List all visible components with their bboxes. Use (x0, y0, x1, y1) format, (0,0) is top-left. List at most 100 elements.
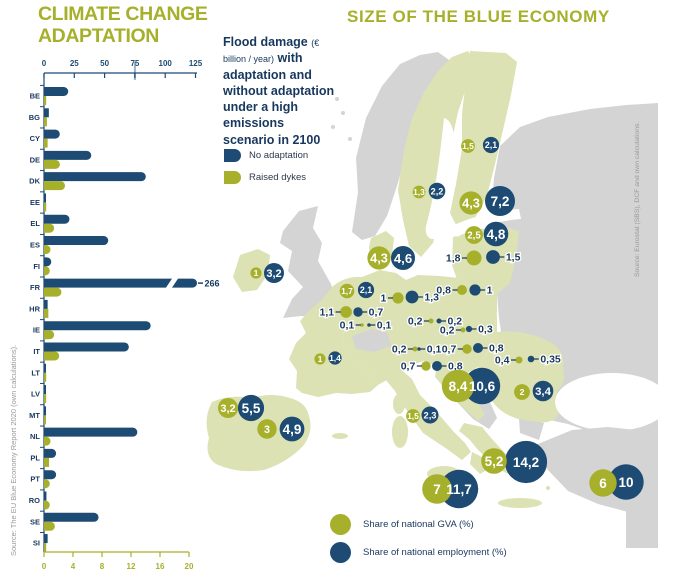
bar-NL-raised-dykes (44, 436, 51, 446)
top-axis-tick-label: 0 (42, 59, 47, 68)
bubble-RO-gva (515, 356, 523, 364)
bubble-label-EE-gva: 4,3 (462, 196, 480, 211)
bubble-AT-gva (412, 346, 418, 352)
bar-FI-raised-dykes (44, 266, 50, 276)
bubble-label-DK-gva: 4,3 (370, 251, 388, 266)
map-region-uk (280, 206, 339, 318)
bubble-pair-LV: 2,5 4,8 (465, 221, 509, 247)
bubble-RO-employment (527, 355, 535, 363)
map-region-crete (498, 498, 542, 508)
bar-BE-raised-dykes (44, 96, 47, 105)
country-label-LV: LV (31, 390, 40, 399)
map-region-switzerland (352, 329, 391, 352)
bubble-pair-NL: 1,7 2,1 (339, 281, 375, 299)
bar-IT-raised-dykes (44, 351, 60, 361)
top-axis-tick-label: 25 (70, 59, 79, 68)
bubble-pair-LT: 1,8 1,5 (445, 250, 522, 266)
map-title: SIZE OF THE BLUE ECONOMY (347, 7, 610, 26)
map-region-sweden (398, 51, 474, 257)
bubble-label-CY-gva: 6 (599, 476, 607, 491)
bar-row-IE: IE (33, 321, 151, 340)
bar-BG-no-adaptation (44, 108, 49, 118)
bubble-HU-employment (473, 343, 483, 353)
map-region-finland (450, 51, 517, 229)
map-legend-item-gva: Share of national GVA (%) (330, 514, 507, 535)
bar-DK-raised-dykes (44, 181, 66, 191)
country-label-PT: PT (30, 475, 40, 484)
top-axis-tick-label: 125 (189, 59, 203, 68)
map-legend-item-employment: Share of national employment (%) (330, 542, 507, 563)
bubble-label-EL-employment: 14,2 (513, 455, 539, 470)
no-adaptation-swatch-icon (224, 149, 241, 162)
map-islet (331, 125, 335, 129)
bubble-LU-gva (360, 323, 364, 327)
bubble-EE-gva (459, 191, 483, 215)
bubble-label-FR-employment: 1,4 (329, 353, 341, 363)
bubble-label-DE-employment: 1,3 (424, 292, 439, 304)
bubble-BG-employment (532, 380, 554, 402)
bottom-axis-tick-label: 8 (100, 562, 105, 571)
map-legend: Share of national GVA (%) Share of natio… (330, 514, 507, 570)
country-label-ES: ES (30, 241, 40, 250)
bubble-label-HU-gva: 0,7 (442, 344, 457, 356)
country-label-SI: SI (33, 539, 40, 548)
country-label-BG: BG (29, 113, 40, 122)
bubble-MT-gva (422, 474, 452, 504)
raised-dykes-swatch-icon (224, 171, 241, 184)
bar-DK-no-adaptation (44, 172, 146, 182)
country-label-IT: IT (33, 347, 40, 356)
bubble-label-LV-employment: 4,8 (487, 227, 506, 242)
bubble-label-ES-gva: 3 (264, 424, 270, 436)
map-islet (335, 97, 339, 101)
bubble-SK-gva (460, 327, 466, 333)
bubble-SE-gva (412, 185, 426, 199)
bubble-LT-gva (466, 250, 482, 266)
country-label-SE: SE (30, 517, 40, 526)
bubble-pair-EL: 5,2 14,2 (481, 440, 548, 484)
map-region-france (289, 288, 378, 397)
map-region-central-europe (331, 270, 497, 385)
bar-row-BG: BG (29, 108, 49, 127)
bar-MT-raised-dykes (44, 415, 46, 425)
bubble-label-LT-gva: 1,8 (446, 253, 461, 265)
bubble-pair-IE: 1 3,2 (250, 263, 284, 283)
bar-DE-no-adaptation (44, 150, 92, 160)
bar-ES-no-adaptation (44, 236, 109, 246)
bubble-label-PL-employment: 1 (487, 285, 493, 297)
axis-break-slash (165, 277, 179, 290)
bubble-label-LT-employment: 1,5 (506, 252, 521, 264)
left-chart-title-line1: CLIMATE CHANGE (38, 3, 208, 25)
bubble-SI-gva (421, 361, 431, 371)
bar-FR-raised-dykes (44, 287, 62, 297)
bar-row-HR: HR (29, 299, 49, 318)
country-label-CY: CY (30, 134, 40, 143)
bubble-FI-employment (482, 136, 500, 154)
bar-PT-no-adaptation (44, 470, 57, 480)
bubble-pair-DK: 4,3 4,6 (367, 246, 415, 270)
bubble-EE-employment (485, 186, 515, 216)
bubble-HU-gva (462, 344, 472, 354)
bubble-CY-gva (589, 469, 617, 497)
bubble-LV-employment (483, 221, 509, 247)
bubble-FR-employment (328, 351, 342, 365)
bar-NL-no-adaptation (44, 427, 138, 437)
bubble-label-BE-gva: 1,1 (320, 307, 335, 319)
bubble-EL-gva (481, 448, 507, 474)
bubble-label-DE-gva: 1 (381, 293, 387, 305)
bubble-pair-MT: 7 11,7 (422, 469, 479, 509)
bubble-BG-gva (514, 384, 530, 400)
bubble-label-LU-employment: 0,1 (377, 320, 392, 332)
bar-SE-no-adaptation (44, 512, 99, 522)
map-region-balearics (332, 433, 348, 439)
bar-row-EE: EE (30, 193, 47, 212)
flood-note: Flood damage (€ billion / year) with ada… (223, 34, 337, 148)
bar-RO-no-adaptation (44, 491, 47, 501)
country-label-RO: RO (29, 496, 40, 505)
gva-label: Share of national GVA (%) (363, 519, 474, 530)
bubble-pair-ES: 3 4,9 (257, 416, 305, 442)
bottom-axis-tick-label: 4 (71, 562, 76, 571)
bar-row-ES: ES (30, 236, 109, 255)
bubble-pair-EE: 4,3 7,2 (459, 186, 515, 216)
top-axis-tick-label: 100 (159, 59, 173, 68)
bubble-SI-employment (432, 361, 442, 371)
